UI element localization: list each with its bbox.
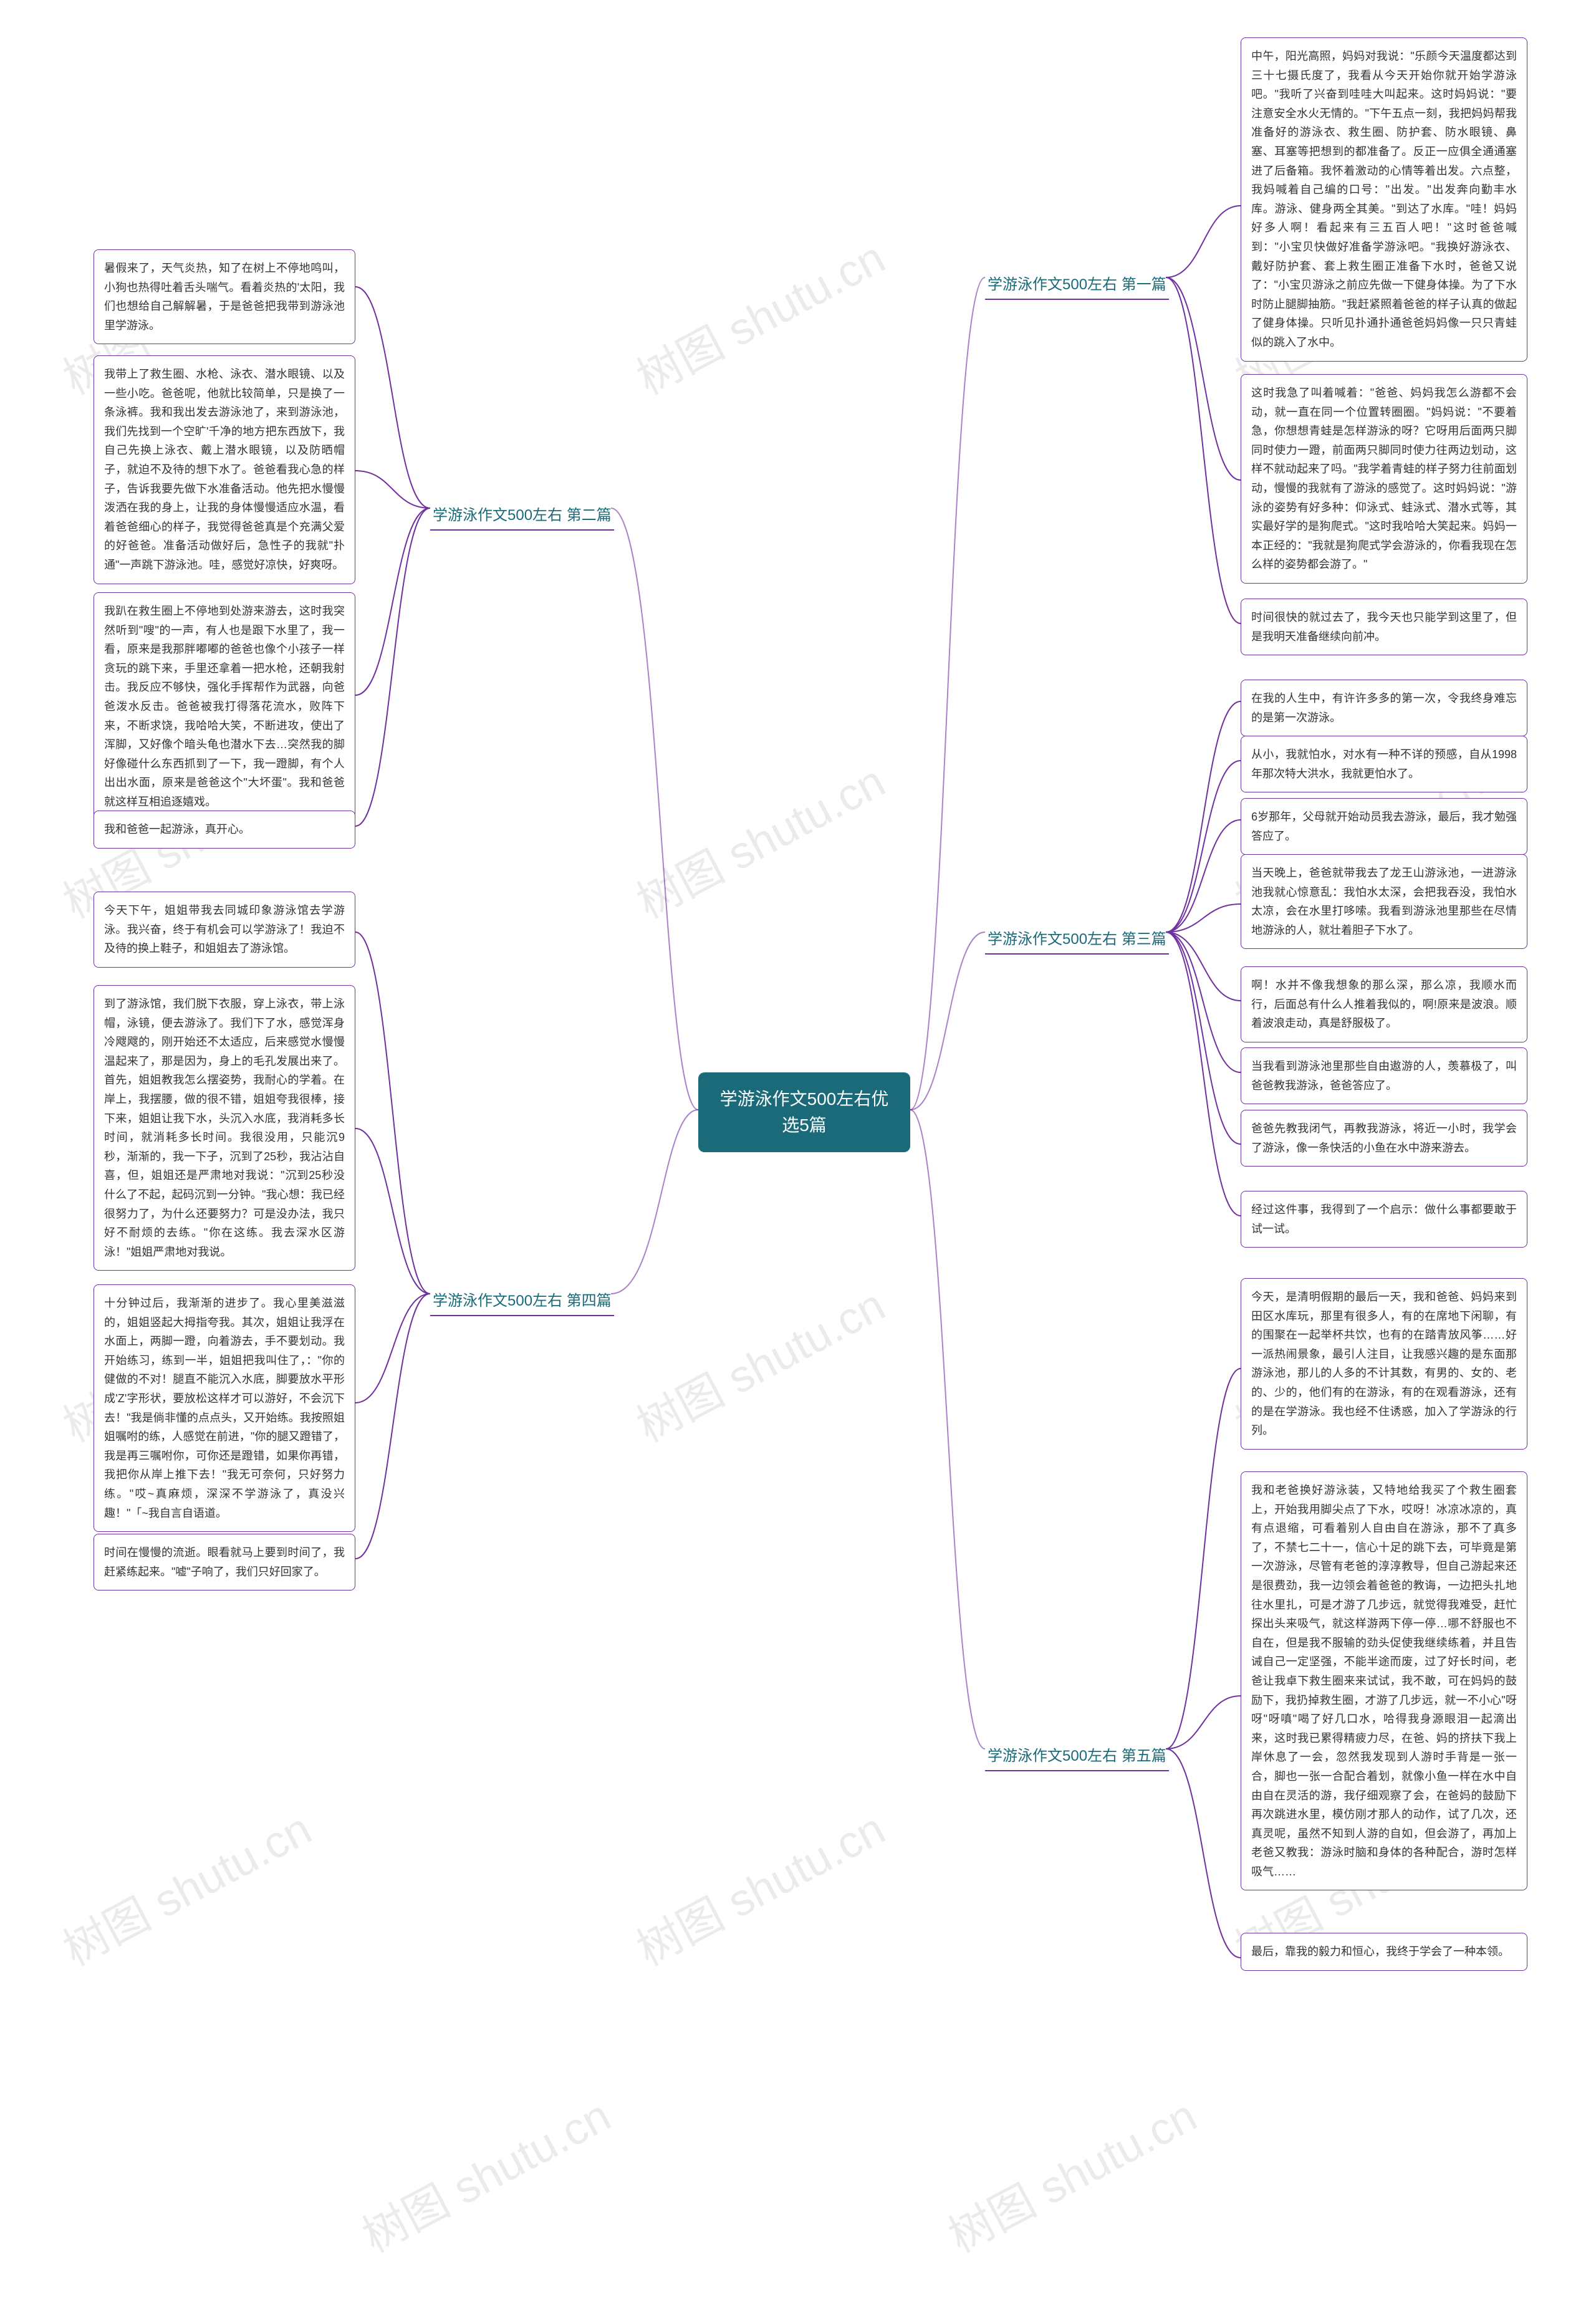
leaf-node: 这时我急了叫着喊着："爸爸、妈妈我怎么游都不会动，就一直在同一个位置转圈圈。"妈… <box>1241 374 1527 584</box>
leaf-node: 我带上了救生圈、水枪、泳衣、潜水眼镜、以及一些小吃。爸爸呢，他就比较简单，只是换… <box>94 355 355 584</box>
watermark: 树图 shutu.cn <box>623 745 894 930</box>
leaf-node: 到了游泳馆，我们脱下衣服，穿上泳衣，带上泳帽，泳镜，便去游泳了。我们下了水，感觉… <box>94 985 355 1271</box>
leaf-node: 爸爸先教我闭气，再教我游泳，将近一小时，我学会了游泳，像一条快活的小鱼在水中游来… <box>1241 1110 1527 1167</box>
leaf-node: 6岁那年，父母就开始动员我去游泳，最后，我才勉强答应了。 <box>1241 798 1527 855</box>
leaf-node: 我和爸爸一起游泳，真开心。 <box>94 811 355 849</box>
leaf-node: 我和老爸换好游泳装，又特地给我买了个救生圈套上，开始我用脚尖点了下水，哎呀！冰凉… <box>1241 1471 1527 1890</box>
branch-label: 学游泳作文500左右 第五篇 <box>985 1740 1169 1771</box>
watermark: 树图 shutu.cn <box>50 1793 320 1978</box>
leaf-node: 当天晚上，爸爸就带我去了龙王山游泳池，一进游泳池我就心惊意乱：我怕水太深，会把我… <box>1241 854 1527 949</box>
leaf-node: 啊！水并不像我想象的那么深，那么凉，我顺水而行，后面总有什么人推着我似的，啊!原… <box>1241 966 1527 1042</box>
leaf-node: 暑假来了，天气炎热，知了在树上不停地鸣叫，小狗也热得吐着舌头喘气。看着炎热的'太… <box>94 249 355 344</box>
watermark: 树图 shutu.cn <box>349 2079 620 2264</box>
leaf-node: 在我的人生中，有许许多多的第一次，令我终身难忘的是第一次游泳。 <box>1241 680 1527 736</box>
branch-label: 学游泳作文500左右 第一篇 <box>985 268 1169 300</box>
leaf-node: 最后，靠我的毅力和恒心，我终于学会了一种本领。 <box>1241 1933 1527 1971</box>
watermark: 树图 shutu.cn <box>935 2079 1206 2264</box>
branch-label: 学游泳作文500左右 第四篇 <box>430 1284 614 1316</box>
branch-label: 学游泳作文500左右 第三篇 <box>985 923 1169 955</box>
leaf-node: 经过这件事，我得到了一个启示：做什么事都要敢于试一试。 <box>1241 1191 1527 1248</box>
leaf-node: 今天，是清明假期的最后一天，我和爸爸、妈妈来到田区水库玩，那里有很多人，有的在席… <box>1241 1278 1527 1450</box>
leaf-node: 时间很快的就过去了，我今天也只能学到这里了，但是我明天准备继续向前冲。 <box>1241 599 1527 655</box>
leaf-node: 从小，我就怕水，对水有一种不详的预感，自从1998年那次特大洪水，我就更怕水了。 <box>1241 736 1527 792</box>
mindmap-canvas: 学游泳作文500左右优选5篇 树图 shutu.cn树图 shutu.cn树图 … <box>0 0 1596 2305</box>
leaf-node: 十分钟过后，我渐渐的进步了。我心里美滋滋的，姐姐竖起大拇指夸我。其次，姐姐让我浮… <box>94 1284 355 1532</box>
leaf-node: 中午，阳光高照，妈妈对我说："乐颜今天温度都达到三十七摄氏度了，我看从今天开始你… <box>1241 37 1527 362</box>
branch-label: 学游泳作文500左右 第二篇 <box>430 499 614 531</box>
leaf-node: 时间在慢慢的流逝。眼看就马上要到时间了，我赶紧练起来。"嘘"子响了，我们只好回家… <box>94 1534 355 1590</box>
watermark: 树图 shutu.cn <box>623 221 894 407</box>
leaf-node: 今天下午，姐姐带我去同城印象游泳馆去学游泳。我兴奋，终于有机会可以学游泳了！我迫… <box>94 892 355 968</box>
watermark: 树图 shutu.cn <box>623 1269 894 1454</box>
center-node: 学游泳作文500左右优选5篇 <box>698 1072 910 1152</box>
leaf-node: 当我看到游泳池里那些自由遨游的人，羡慕极了，叫爸爸教我游泳，爸爸答应了。 <box>1241 1047 1527 1104</box>
leaf-node: 我趴在救生圈上不停地到处游来游去，这时我突然听到"嗖"的一声，有人也是跟下水里了… <box>94 592 355 821</box>
watermark: 树图 shutu.cn <box>623 1793 894 1978</box>
